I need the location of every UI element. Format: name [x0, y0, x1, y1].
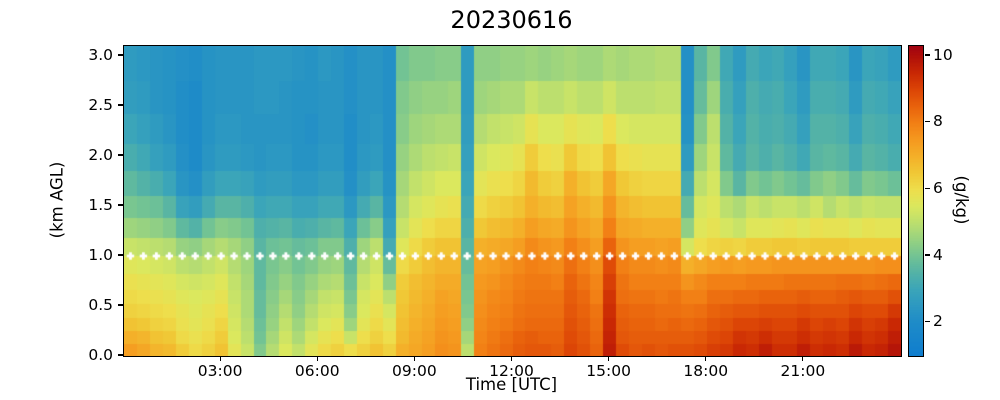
heatmap-canvas	[124, 46, 901, 356]
x-axis-label: Time [UTC]	[465, 375, 558, 394]
colorbar-tick-mark	[925, 54, 930, 56]
x-tick-mark	[802, 356, 804, 361]
x-tick-label: 06:00	[294, 362, 340, 380]
y-tick-label: 2.5	[88, 95, 113, 114]
colorbar-tick-mark	[925, 121, 930, 123]
x-tick-label: 09:00	[392, 362, 437, 380]
y-tick-label: 3.0	[88, 45, 113, 64]
y-tick-mark	[118, 54, 123, 56]
y-tick-label: 0.5	[88, 295, 113, 314]
colorbar-tick-label: 8	[933, 112, 943, 131]
x-tick-mark	[316, 356, 318, 361]
x-tick-label: 15:00	[586, 362, 631, 380]
x-tick-mark	[219, 356, 221, 361]
y-tick-mark	[118, 104, 123, 106]
colorbar-tick-label: 10	[933, 45, 953, 64]
colorbar-tick-label: 4	[933, 245, 943, 264]
colorbar-tick-mark	[925, 254, 930, 256]
colorbar-tick-label: 2	[933, 312, 943, 331]
x-tick-mark	[608, 356, 610, 361]
x-tick-mark	[413, 356, 415, 361]
x-tick-mark	[705, 356, 707, 361]
y-tick-mark	[118, 304, 123, 306]
y-tick-mark	[118, 354, 123, 356]
x-tick-label: 18:00	[683, 362, 729, 380]
x-tick-label: 21:00	[780, 362, 826, 380]
x-tick-label: 12:00	[489, 362, 534, 380]
colorbar-tick-mark	[925, 321, 930, 323]
heatmap-plot-area	[123, 45, 902, 357]
colorbar-tick-label: 6	[933, 178, 943, 197]
y-tick-mark	[118, 254, 123, 256]
plot-title: 20230616	[450, 6, 573, 34]
y-tick-label: 1.5	[88, 195, 113, 214]
y-tick-label: 0.0	[88, 345, 113, 364]
y-tick-mark	[118, 204, 123, 206]
y-tick-mark	[118, 154, 123, 156]
colorbar-label: (g/kg)	[952, 175, 971, 225]
y-tick-label: 2.0	[88, 145, 113, 164]
colorbar	[908, 45, 924, 357]
colorbar-tick-mark	[925, 187, 930, 189]
y-tick-label: 1.0	[88, 245, 113, 264]
x-tick-label: 03:00	[197, 362, 243, 380]
colorbar-canvas	[909, 46, 923, 356]
x-tick-mark	[510, 356, 513, 361]
